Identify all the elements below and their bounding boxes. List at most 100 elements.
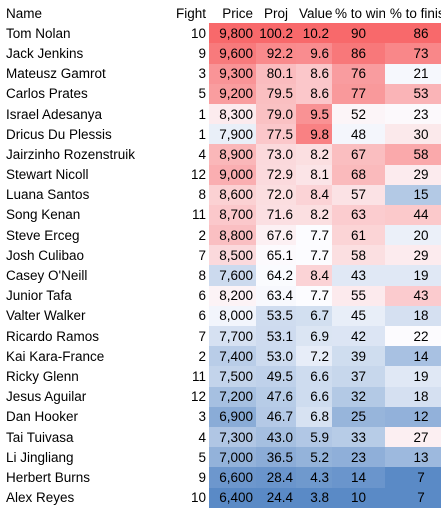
cell-win-pct[interactable]: 43 xyxy=(332,265,385,286)
cell-fight[interactable]: 12 xyxy=(190,389,206,405)
cell-price[interactable]: 7,300 xyxy=(209,426,256,448)
cell-name[interactable]: Valter Walker xyxy=(6,308,86,324)
cell-proj[interactable]: 49.5 xyxy=(256,366,296,387)
cell-finish-pct[interactable]: 18 xyxy=(385,386,441,407)
cell-win-pct[interactable]: 90 xyxy=(332,23,385,44)
cell-value[interactable]: 8.4 xyxy=(296,265,332,286)
cell-fight[interactable]: 9 xyxy=(198,45,206,61)
cell-name[interactable]: Junior Tafa xyxy=(6,288,72,304)
cell-value[interactable]: 6.7 xyxy=(296,305,332,326)
cell-win-pct[interactable]: 39 xyxy=(332,346,385,367)
header-fight[interactable]: Fight xyxy=(176,5,207,21)
cell-proj[interactable]: 28.4 xyxy=(256,467,296,488)
cell-proj[interactable]: 73.0 xyxy=(256,144,296,165)
cell-fight[interactable]: 1 xyxy=(198,126,206,142)
cell-win-pct[interactable]: 37 xyxy=(332,366,385,387)
cell-finish-pct[interactable]: 19 xyxy=(385,366,441,387)
cell-win-pct[interactable]: 10 xyxy=(332,487,385,508)
cell-fight[interactable]: 6 xyxy=(198,308,206,324)
cell-win-pct[interactable]: 61 xyxy=(332,225,385,246)
cell-price[interactable]: 7,000 xyxy=(209,447,256,468)
cell-win-pct[interactable]: 57 xyxy=(332,184,385,205)
cell-price[interactable]: 7,700 xyxy=(209,326,256,347)
cell-name[interactable]: Carlos Prates xyxy=(6,86,88,102)
cell-proj[interactable]: 80.1 xyxy=(256,63,296,84)
cell-fight[interactable]: 2 xyxy=(198,348,206,364)
cell-finish-pct[interactable]: 7 xyxy=(385,467,441,488)
cell-fight[interactable]: 8 xyxy=(198,268,206,284)
cell-value[interactable]: 3.8 xyxy=(296,487,332,508)
cell-price[interactable]: 9,600 xyxy=(209,43,256,64)
cell-name[interactable]: Israel Adesanya xyxy=(6,106,103,122)
cell-fight[interactable]: 7 xyxy=(198,328,206,344)
cell-fight[interactable]: 10 xyxy=(190,25,206,41)
cell-fight[interactable]: 12 xyxy=(190,167,206,183)
cell-price[interactable]: 8,900 xyxy=(209,144,256,165)
cell-fight[interactable]: 11 xyxy=(191,207,206,223)
cell-proj[interactable]: 65.1 xyxy=(256,245,296,266)
header-name[interactable]: Name xyxy=(6,5,43,21)
cell-finish-pct[interactable]: 21 xyxy=(385,63,441,84)
cell-proj[interactable]: 53.1 xyxy=(256,326,296,347)
cell-price[interactable]: 8,200 xyxy=(209,285,256,306)
cell-finish-pct[interactable]: 86 xyxy=(385,23,441,44)
cell-win-pct[interactable]: 33 xyxy=(332,426,385,448)
cell-name[interactable]: Steve Erceg xyxy=(6,227,80,243)
cell-value[interactable]: 4.3 xyxy=(296,467,332,488)
cell-proj[interactable]: 79.0 xyxy=(256,103,296,125)
cell-name[interactable]: Jairzinho Rozenstruik xyxy=(6,146,136,162)
cell-win-pct[interactable]: 86 xyxy=(332,43,385,64)
cell-finish-pct[interactable]: 73 xyxy=(385,43,441,64)
cell-win-pct[interactable]: 67 xyxy=(332,144,385,165)
cell-proj[interactable]: 47.6 xyxy=(256,386,296,407)
cell-proj[interactable]: 53.0 xyxy=(256,346,296,367)
cell-fight[interactable]: 9 xyxy=(198,469,206,485)
cell-price[interactable]: 6,900 xyxy=(209,406,256,427)
cell-finish-pct[interactable]: 29 xyxy=(385,164,441,185)
cell-finish-pct[interactable]: 58 xyxy=(385,144,441,165)
cell-value[interactable]: 7.7 xyxy=(296,225,332,246)
cell-name[interactable]: Tom Nolan xyxy=(6,25,71,41)
cell-finish-pct[interactable]: 23 xyxy=(385,103,441,125)
cell-value[interactable]: 8.2 xyxy=(296,204,332,226)
cell-price[interactable]: 7,600 xyxy=(209,265,256,286)
cell-fight[interactable]: 8 xyxy=(198,187,206,203)
cell-finish-pct[interactable]: 44 xyxy=(385,204,441,226)
header-price[interactable]: Price xyxy=(222,5,253,21)
cell-value[interactable]: 7.7 xyxy=(296,245,332,266)
cell-finish-pct[interactable]: 7 xyxy=(385,487,441,508)
cell-proj[interactable]: 24.4 xyxy=(256,487,296,508)
cell-fight[interactable]: 3 xyxy=(198,66,206,82)
cell-value[interactable]: 6.6 xyxy=(296,366,332,387)
cell-fight[interactable]: 5 xyxy=(198,86,206,102)
cell-fight[interactable]: 2 xyxy=(198,227,206,243)
cell-price[interactable]: 9,200 xyxy=(209,83,256,104)
cell-finish-pct[interactable]: 18 xyxy=(385,305,441,326)
cell-win-pct[interactable]: 25 xyxy=(332,406,385,427)
cell-proj[interactable]: 43.0 xyxy=(256,426,296,448)
cell-value[interactable]: 10.2 xyxy=(296,23,332,44)
cell-proj[interactable]: 46.7 xyxy=(256,406,296,427)
header-proj[interactable]: Proj xyxy=(263,5,288,21)
cell-value[interactable]: 5.9 xyxy=(296,426,332,448)
cell-finish-pct[interactable]: 53 xyxy=(385,83,441,104)
cell-win-pct[interactable]: 48 xyxy=(332,124,385,145)
cell-finish-pct[interactable]: 43 xyxy=(385,285,441,306)
cell-proj[interactable]: 72.9 xyxy=(256,164,296,185)
cell-win-pct[interactable]: 45 xyxy=(332,305,385,326)
cell-price[interactable]: 8,500 xyxy=(209,245,256,266)
cell-price[interactable]: 8,000 xyxy=(209,305,256,326)
cell-name[interactable]: Alex Reyes xyxy=(6,490,75,506)
cell-finish-pct[interactable]: 12 xyxy=(385,406,441,427)
cell-proj[interactable]: 77.5 xyxy=(256,124,296,145)
cell-value[interactable]: 5.2 xyxy=(296,447,332,468)
cell-value[interactable]: 6.9 xyxy=(296,326,332,347)
cell-fight[interactable]: 4 xyxy=(198,146,206,162)
cell-value[interactable]: 8.1 xyxy=(296,164,332,185)
cell-value[interactable]: 9.8 xyxy=(296,124,332,145)
cell-value[interactable]: 8.6 xyxy=(296,63,332,84)
cell-name[interactable]: Herbert Burns xyxy=(6,469,91,485)
cell-proj[interactable]: 79.5 xyxy=(256,83,296,104)
cell-name[interactable]: Kai Kara-France xyxy=(6,348,105,364)
cell-name[interactable]: Dricus Du Plessis xyxy=(6,126,112,142)
